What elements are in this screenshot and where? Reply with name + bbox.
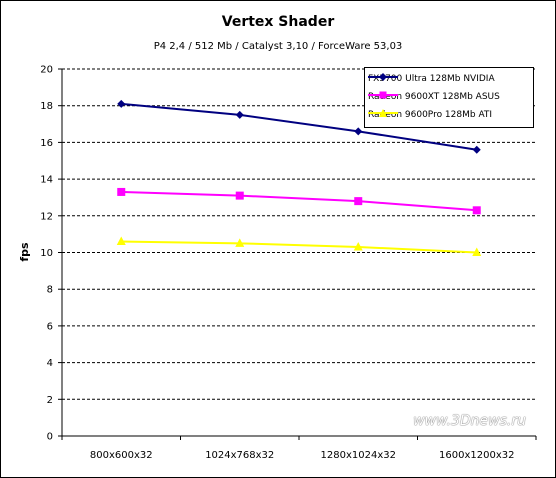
legend-label-9600xt: Radeon 9600XT 128Mb ASUS	[368, 92, 500, 102]
y-tick-label: 4	[47, 358, 53, 369]
data-point-9600pro	[472, 247, 482, 256]
y-tick-label: 2	[47, 395, 53, 406]
x-tick-label: 1024x768x32	[205, 450, 274, 461]
data-point-9600xt	[117, 187, 126, 196]
legend-item-9600xt: Radeon 9600XT 128Mb ASUS	[368, 89, 500, 105]
series-line-9600xt	[121, 190, 477, 212]
legend-label-fx5700: FX5700 Ultra 128Mb NVIDIA	[368, 74, 495, 84]
data-point-fx5700	[235, 110, 244, 119]
data-point-9600xt	[472, 206, 481, 215]
data-point-9600pro	[353, 241, 363, 251]
y-tick-label: 6	[47, 321, 53, 332]
watermark: www.3Dnews.ru	[413, 413, 526, 429]
data-point-9600pro	[235, 238, 245, 247]
data-point-9600xt	[235, 191, 244, 200]
legend-swatch-9600xt	[368, 91, 398, 99]
data-point-9600pro	[116, 236, 126, 245]
y-tick-label: 16	[40, 138, 53, 149]
series-line-9600pro	[121, 240, 477, 254]
y-tick-label: 20	[40, 65, 53, 76]
chart-title: Vertex Shader	[221, 14, 335, 30]
y-tick-label: 8	[47, 285, 53, 296]
data-point-fx5700	[472, 145, 481, 154]
y-tick-label: 18	[40, 101, 53, 112]
legend: FX5700 Ultra 128Mb NVIDIA Radeon 9600XT …	[364, 67, 534, 128]
series-line-fx5700	[121, 102, 477, 151]
data-point-fx5700	[354, 127, 363, 136]
legend-item-9600pro: Radeon 9600Pro 128Mb ATI	[368, 107, 492, 123]
x-tick-label: 800x600x32	[90, 450, 153, 461]
y-tick-label: 12	[40, 211, 53, 222]
y-tick-label: 0	[47, 432, 53, 443]
y-tick-label: 14	[40, 175, 53, 186]
legend-swatch-fx5700	[368, 73, 398, 81]
legend-label-9600pro: Radeon 9600Pro 128Mb ATI	[368, 110, 493, 120]
x-tick-label: 1280x1024x32	[321, 450, 396, 461]
y-tick-label: 10	[40, 248, 53, 259]
legend-item-fx5700: FX5700 Ultra 128Mb NVIDIA	[368, 71, 495, 87]
legend-swatch-9600pro	[368, 109, 398, 117]
chart-subtitle: P4 2,4 / 512 Mb / Catalyst 3,10 / ForceW…	[153, 41, 403, 52]
data-point-9600xt	[354, 197, 363, 206]
data-point-fx5700	[117, 99, 126, 108]
x-tick-label: 1600x1200x32	[439, 450, 514, 461]
